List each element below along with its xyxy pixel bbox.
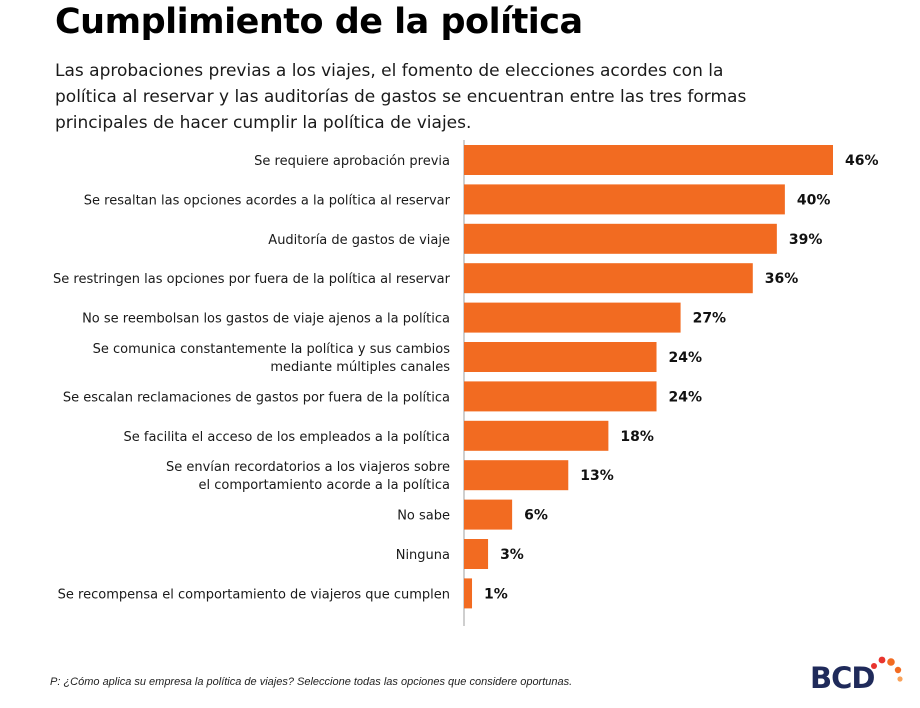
footnote: P: ¿Cómo aplica su empresa la política d… [50,676,573,688]
value-label: 3% [500,547,524,563]
value-label: 6% [524,508,548,524]
category-label: Auditoría de gastos de viaje [268,233,450,248]
category-label: No se reembolsan los gastos de viaje aje… [82,312,450,327]
value-label: 27% [693,311,727,327]
value-label: 39% [789,232,823,248]
category-label: Se envían recordatorios a los viajeros s… [166,460,450,475]
bcd-logo-text: BCD [810,661,874,692]
category-label: mediante múltiples canales [270,360,450,375]
bar [464,263,753,294]
bcd-logo: BCD [810,656,903,692]
logo-dot [878,656,886,664]
bar [464,460,569,491]
bar [464,223,777,254]
bar [464,499,513,530]
logo-dot [887,658,895,666]
category-label: Se requiere aprobación previa [254,154,450,169]
logo-dot [897,676,903,682]
chart-title: Cumplimiento de la política [55,2,583,42]
value-label: 36% [765,271,799,287]
category-label: el comportamiento acorde a la política [199,478,450,493]
bar [464,342,657,372]
bar [464,381,657,412]
bar [464,302,681,333]
value-label: 24% [669,389,703,405]
category-label: Se recompensa el comportamiento de viaje… [58,587,450,602]
value-label: 40% [797,192,831,208]
logo-dot [894,666,902,674]
category-label: Se resaltan las opciones acordes a la po… [84,193,451,208]
category-label: Se comunica constantemente la política y… [93,342,451,357]
value-label: 24% [669,350,703,366]
bars-layer: 46% Se requiere aprobación previa 40% Se re… [53,140,879,626]
value-label: 13% [580,468,614,484]
category-label: Se restringen las opciones por fuera de … [53,272,451,287]
bar [464,539,489,569]
bar [464,145,833,175]
category-label: Se escalan reclamaciones de gastos por f… [63,390,450,405]
category-label: Ninguna [396,548,450,563]
value-label: 1% [484,586,508,602]
bar [464,578,473,609]
bar [464,184,785,215]
value-label: 18% [620,429,654,445]
value-label: 46% [845,153,879,169]
chart-subtitle: Las aprobaciones previas a los viajes, e… [55,61,747,133]
category-label: No sabe [397,509,450,524]
bar [464,420,609,451]
logo-dot [871,663,877,669]
category-label: Se facilita el acceso de los empleados a… [124,430,450,445]
